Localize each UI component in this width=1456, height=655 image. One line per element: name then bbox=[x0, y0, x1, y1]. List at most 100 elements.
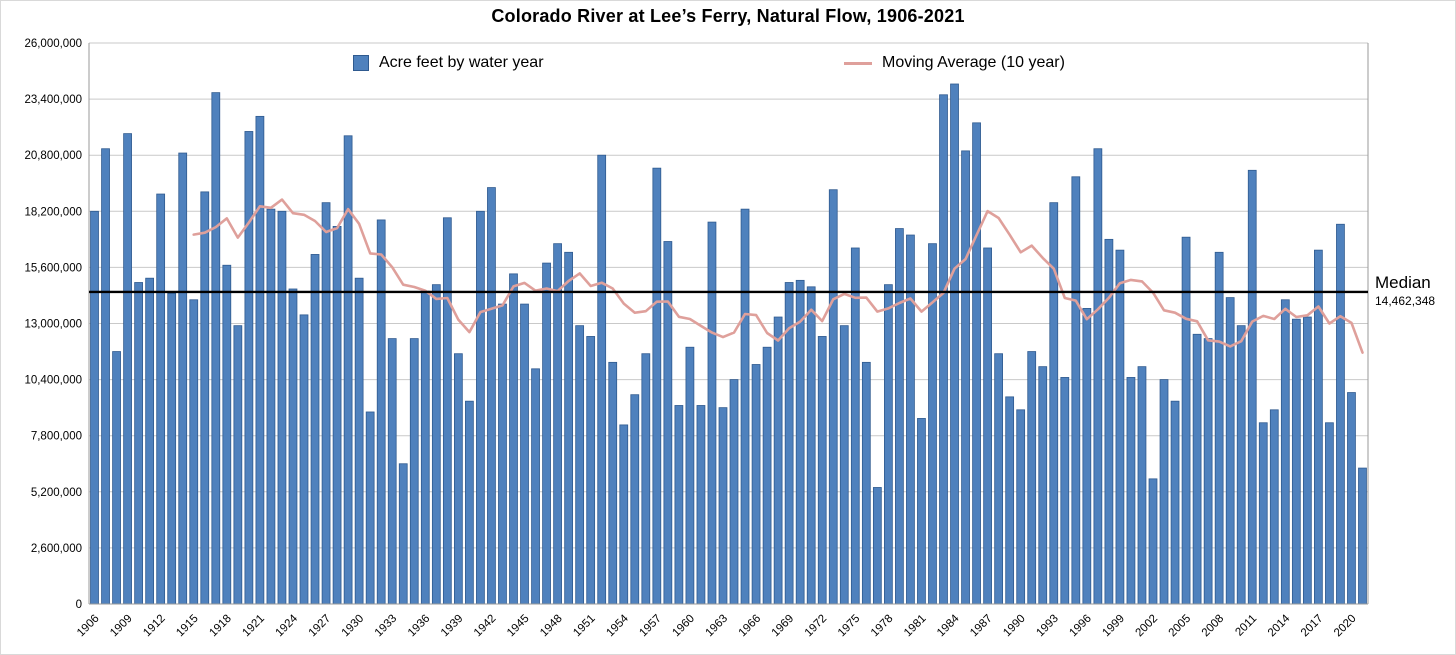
bar-1967 bbox=[762, 346, 772, 605]
bar-2014 bbox=[1280, 299, 1290, 605]
x-tick-label: 2008 bbox=[1200, 613, 1227, 640]
x-tick-label: 1996 bbox=[1067, 613, 1094, 640]
bar-1935 bbox=[409, 338, 419, 605]
y-tick-label: 15,600,000 bbox=[24, 262, 82, 274]
bar-1906 bbox=[90, 210, 99, 605]
bar-2019 bbox=[1336, 223, 1345, 605]
x-tick-label: 1927 bbox=[307, 613, 334, 640]
bar-2004 bbox=[1170, 400, 1180, 605]
bar-1944 bbox=[509, 273, 518, 605]
bar-1928 bbox=[332, 225, 342, 605]
x-tick-label: 1978 bbox=[869, 613, 896, 640]
x-tick-label: 2002 bbox=[1134, 613, 1161, 640]
chart-title: Colorado River at Lee’s Ferry, Natural F… bbox=[491, 6, 965, 26]
bar-1963 bbox=[718, 407, 728, 605]
bar-1957 bbox=[652, 167, 662, 605]
bar-1952 bbox=[597, 154, 607, 605]
x-tick-label: 1957 bbox=[637, 613, 664, 640]
bar-1925 bbox=[299, 314, 309, 605]
bar-1917 bbox=[211, 92, 221, 605]
bar-1946 bbox=[531, 368, 540, 605]
bar-1937 bbox=[431, 284, 441, 605]
bar-1964 bbox=[729, 379, 739, 605]
bar-1991 bbox=[1027, 351, 1037, 605]
bar-1926 bbox=[310, 254, 320, 605]
bar-1977 bbox=[872, 487, 882, 605]
bar-1913 bbox=[167, 292, 177, 605]
bar-1953 bbox=[608, 361, 618, 605]
x-tick-label: 1915 bbox=[174, 613, 201, 640]
x-tick-label: 1984 bbox=[935, 612, 962, 639]
bar-1987 bbox=[983, 247, 992, 605]
bar-1930 bbox=[354, 277, 364, 605]
bar-1922 bbox=[266, 208, 276, 605]
moving-average-line bbox=[192, 198, 1364, 354]
bar-1938 bbox=[442, 217, 452, 605]
bar-1907 bbox=[101, 148, 110, 605]
bar-2009 bbox=[1225, 297, 1235, 605]
bar-1915 bbox=[189, 299, 199, 605]
bar-1990 bbox=[1016, 409, 1026, 605]
median-label: Median bbox=[1375, 273, 1431, 292]
bar-1995 bbox=[1071, 176, 1081, 605]
bar-2011 bbox=[1247, 169, 1257, 605]
x-tick-label: 1960 bbox=[670, 613, 697, 640]
bar-1941 bbox=[476, 210, 485, 605]
bar-1961 bbox=[696, 405, 706, 605]
bar-2001 bbox=[1137, 366, 1147, 605]
x-tick-label: 1948 bbox=[538, 613, 565, 640]
x-tick-label: 2017 bbox=[1299, 613, 1326, 640]
bar-2018 bbox=[1325, 422, 1334, 605]
bar-1975 bbox=[850, 247, 860, 605]
bar-1965 bbox=[740, 208, 750, 605]
legend-item-line: Moving Average (10 year) bbox=[844, 54, 1065, 72]
bar-1972 bbox=[817, 336, 827, 605]
bar-1985 bbox=[961, 150, 970, 605]
x-tick-label: 1963 bbox=[704, 613, 731, 640]
bar-1948 bbox=[553, 243, 562, 605]
y-tick-label: 2,600,000 bbox=[31, 543, 82, 555]
bar-1993 bbox=[1049, 202, 1059, 605]
bar-1988 bbox=[994, 353, 1003, 605]
bar-1954 bbox=[619, 424, 629, 605]
bar-1966 bbox=[751, 364, 761, 605]
bar-1974 bbox=[839, 325, 849, 605]
x-tick-label: 1939 bbox=[439, 613, 466, 640]
bar-1951 bbox=[586, 336, 596, 605]
bar-1942 bbox=[487, 187, 496, 605]
bar-1933 bbox=[387, 338, 397, 605]
x-tick-label: 1909 bbox=[108, 613, 135, 640]
bar-1950 bbox=[575, 325, 585, 605]
bar-1910 bbox=[134, 282, 143, 605]
y-tick-label: 10,400,000 bbox=[24, 375, 82, 387]
bar-1973 bbox=[828, 189, 838, 605]
bar-2015 bbox=[1291, 318, 1301, 605]
bar-1984 bbox=[950, 83, 959, 605]
bar-2008 bbox=[1214, 251, 1224, 605]
x-tick-label: 1921 bbox=[240, 613, 267, 640]
bar-1921 bbox=[255, 115, 265, 605]
y-tick-label: 7,800,000 bbox=[31, 431, 82, 443]
x-tick-label: 1918 bbox=[207, 613, 234, 640]
x-tick-label: 1990 bbox=[1001, 613, 1028, 640]
x-tick-label: 1954 bbox=[604, 612, 631, 639]
bar-1962 bbox=[707, 221, 717, 605]
bar-2020 bbox=[1347, 392, 1356, 605]
x-tick-label: 1975 bbox=[836, 613, 863, 640]
x-tick-label: 1933 bbox=[373, 613, 400, 640]
bar-1971 bbox=[806, 286, 816, 605]
bar-2002 bbox=[1148, 478, 1158, 605]
bar-1970 bbox=[795, 279, 805, 605]
bar-2000 bbox=[1126, 377, 1136, 605]
bar-1976 bbox=[861, 361, 871, 605]
bar-1996 bbox=[1082, 307, 1092, 605]
x-tick-label: 1912 bbox=[141, 613, 168, 640]
bar-1982 bbox=[928, 243, 937, 605]
bar-1909 bbox=[123, 133, 132, 605]
y-tick-label: 0 bbox=[76, 599, 82, 611]
bar-1979 bbox=[895, 228, 904, 605]
x-tick-label: 2014 bbox=[1266, 612, 1293, 639]
x-tick-label: 2011 bbox=[1233, 613, 1259, 639]
